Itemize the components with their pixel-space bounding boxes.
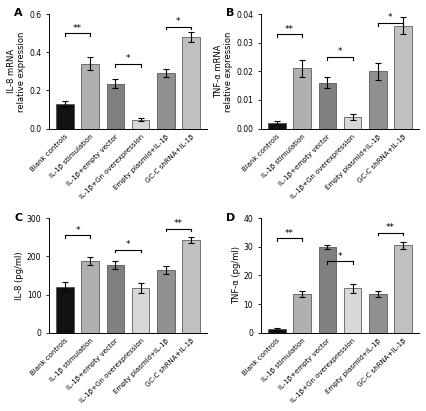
Text: **: ** (285, 25, 294, 34)
Bar (157, 270, 175, 332)
Bar (268, 123, 286, 129)
Bar (319, 247, 336, 332)
Text: *: * (176, 17, 181, 26)
Bar (56, 287, 74, 332)
Bar (132, 288, 150, 332)
Bar (182, 37, 200, 129)
Bar (268, 329, 286, 332)
Bar (369, 72, 387, 129)
Bar (182, 240, 200, 332)
Bar (394, 245, 412, 332)
Text: **: ** (285, 229, 294, 238)
Text: **: ** (386, 223, 395, 232)
Bar (106, 84, 124, 129)
Bar (293, 69, 311, 129)
Text: D: D (226, 212, 235, 222)
Text: *: * (338, 252, 342, 261)
Y-axis label: TNF-α mRNA
relative expression: TNF-α mRNA relative expression (214, 31, 233, 111)
Text: *: * (75, 226, 80, 235)
Bar (369, 294, 387, 332)
Bar (81, 261, 99, 332)
Bar (344, 117, 361, 129)
Bar (106, 265, 124, 332)
Y-axis label: IL-8 mRNA
relative expression: IL-8 mRNA relative expression (7, 31, 26, 111)
Bar (157, 73, 175, 129)
Bar (344, 288, 361, 332)
Text: B: B (226, 8, 234, 18)
Text: A: A (14, 8, 23, 18)
Bar (132, 120, 150, 129)
Text: **: ** (73, 23, 82, 32)
Text: *: * (338, 47, 342, 56)
Text: *: * (388, 13, 393, 22)
Bar (56, 104, 74, 129)
Bar (319, 83, 336, 129)
Text: *: * (126, 54, 130, 63)
Bar (394, 25, 412, 129)
Text: **: ** (174, 219, 183, 228)
Y-axis label: IL-8 (pg/ml): IL-8 (pg/ml) (15, 251, 24, 300)
Y-axis label: TNF-α (pg/ml): TNF-α (pg/ml) (232, 247, 241, 305)
Bar (81, 64, 99, 129)
Bar (293, 294, 311, 332)
Text: *: * (126, 240, 130, 249)
Text: C: C (14, 212, 22, 222)
